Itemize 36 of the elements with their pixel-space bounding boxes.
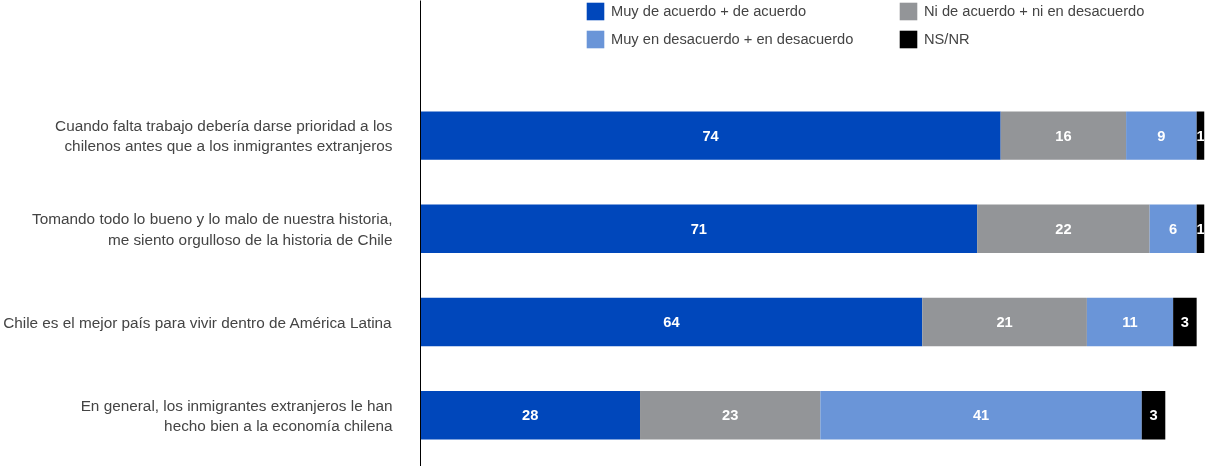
bar <box>420 391 641 440</box>
legend-label: Muy en desacuerdo + en desacuerdo <box>611 31 855 47</box>
bar <box>1173 297 1197 347</box>
bar <box>922 297 1087 347</box>
data-label: 16 <box>1055 127 1072 144</box>
legend-label: Muy de acuerdo + de acuerdo <box>611 3 808 19</box>
data-label: 28 <box>522 407 539 424</box>
legend-label: NS/NR <box>924 31 971 47</box>
legend-label: Ni de acuerdo + ni en desacuerdo <box>924 3 1146 19</box>
y-tick-label: Chile es el mejor país para vivir dentro de América Latina <box>3 313 393 331</box>
bar <box>820 391 1142 440</box>
bar <box>1126 111 1197 160</box>
data-label: 6 <box>1169 220 1178 237</box>
bar <box>640 391 821 440</box>
y-tick-label: Cuando falta trabajo debería darse prioridad a los chilenos antes que a los inmigrantes extranjeros <box>55 116 393 155</box>
bar <box>1141 391 1166 440</box>
data-label: 22 <box>1055 220 1072 237</box>
bar <box>977 204 1150 254</box>
bar <box>420 297 923 347</box>
data-label: 71 <box>690 220 707 237</box>
y-tick-label: En general, los inmigrantes extranjeros le han hecho bien a la economía chilena <box>80 396 393 434</box>
data-label: 9 <box>1157 127 1166 144</box>
data-label: 41 <box>972 407 990 424</box>
bar <box>420 204 978 254</box>
data-label: 11 <box>1122 314 1138 331</box>
bar <box>420 111 1001 160</box>
bar <box>1086 297 1174 347</box>
bar <box>1000 111 1127 160</box>
y-tick-label: Tomando todo lo bueno y lo malo de nuestra historia, me siento orgulloso de la historia de Chile <box>32 210 393 248</box>
data-label: 3 <box>1149 407 1158 424</box>
data-label: 21 <box>996 314 1013 331</box>
bar <box>1149 204 1197 254</box>
data-label: 74 <box>702 127 720 144</box>
data-label: 64 <box>663 314 681 331</box>
data-label: 23 <box>722 407 739 424</box>
data-label: 3 <box>1180 314 1189 331</box>
